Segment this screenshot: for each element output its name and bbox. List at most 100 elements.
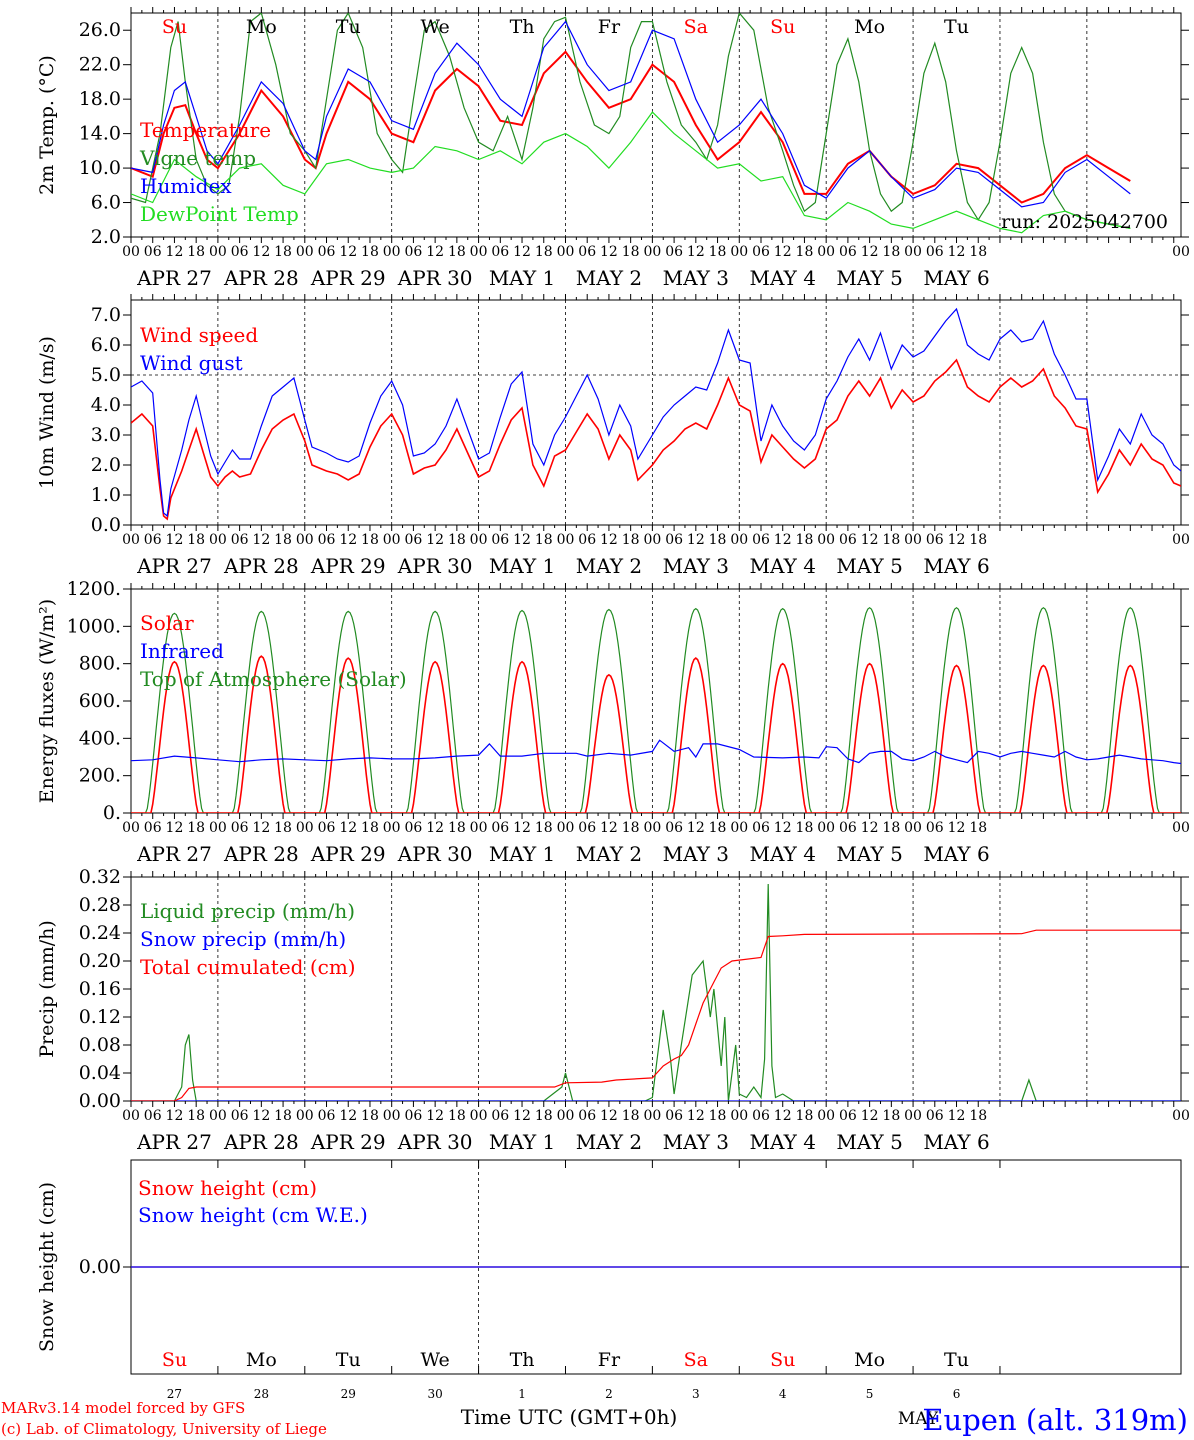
day-name: Fr [598, 1349, 621, 1371]
hour-label: 18 [882, 244, 900, 260]
date-label: APR 29 [310, 842, 386, 866]
y-tick-label: 10.0 [79, 157, 121, 179]
hour-label: 18 [274, 532, 292, 548]
hour-label: 18 [361, 820, 379, 836]
hour-label: 12 [426, 244, 444, 260]
y-axis-label: Snow height (cm) [36, 1182, 58, 1352]
hour-label: 18 [187, 532, 205, 548]
y-tick-label: 0.08 [79, 1034, 121, 1056]
hour-label: 00 [122, 532, 140, 548]
plot-frame [130, 12, 1182, 238]
day-name: Sa [684, 1349, 708, 1371]
date-label: APR 28 [223, 842, 299, 866]
date-label: APR 28 [223, 266, 299, 290]
hour-label: 00 [470, 532, 488, 548]
y-tick-label: 0.12 [79, 1006, 121, 1028]
date-label: MAY 4 [750, 266, 816, 290]
hour-label: 06 [665, 244, 683, 260]
hour-label: 06 [144, 532, 162, 548]
hour-label: 18 [969, 532, 987, 548]
hour-label: 00 [904, 1108, 922, 1124]
legend-entry: Snow height (cm W.E.) [138, 1203, 368, 1227]
series-line [131, 307, 1181, 518]
hour-label: 12 [252, 1108, 270, 1124]
hour-label: 12 [166, 1108, 184, 1124]
series-line [131, 929, 1181, 1101]
legend-entry: Infrared [140, 639, 224, 663]
date-label: MAY 3 [663, 554, 729, 578]
hour-label: 00 [730, 244, 748, 260]
y-tick-label: 1200. [67, 578, 121, 600]
hour-label: 00 [730, 820, 748, 836]
hour-label: 12 [861, 532, 879, 548]
hour-label: 12 [513, 244, 531, 260]
hour-label: 00 [383, 820, 401, 836]
day-name: Mo [246, 1349, 277, 1371]
date-label: MAY 6 [923, 1130, 989, 1154]
y-tick-label: 0. [103, 802, 121, 824]
hour-label: 06 [752, 820, 770, 836]
date-label: APR 27 [136, 554, 212, 578]
hour-label: 12 [948, 1108, 966, 1124]
date-label: MAY 3 [663, 842, 729, 866]
legend-entry: Solar [140, 611, 194, 635]
y-axis-label: 10m Wind (m/s) [36, 336, 58, 489]
hour-label: 12 [774, 820, 792, 836]
y-tick-label: 1.0 [91, 484, 121, 506]
day-name: Tu [944, 16, 969, 38]
hour-label: 00 [730, 1108, 748, 1124]
series-line [131, 13, 1131, 229]
series-line [131, 20, 1131, 208]
panel-wind [123, 294, 1189, 531]
hour-label: 12 [774, 244, 792, 260]
y-axis-label: Energy fluxes (W/m²) [36, 599, 58, 803]
date-label: MAY 2 [576, 1130, 642, 1154]
y-tick-label: 6.0 [91, 192, 121, 214]
month-label: MAY [898, 1409, 939, 1429]
y-tick-label: 800. [79, 653, 121, 675]
y-tick-label: 18.0 [79, 88, 121, 110]
hour-label: 12 [252, 820, 270, 836]
hour-label: 18 [709, 1108, 727, 1124]
hour-label: 00 [296, 532, 314, 548]
day-name: Tu [336, 16, 361, 38]
y-tick-label: 0.24 [79, 922, 121, 944]
hour-label: 12 [513, 1108, 531, 1124]
hour-label: 12 [252, 244, 270, 260]
legend-entry: Humidex [140, 174, 232, 198]
legend-entry: Snow precip (mm/h) [140, 927, 346, 951]
date-label: MAY 1 [489, 266, 555, 290]
hour-label: 18 [882, 820, 900, 836]
y-axis-label: 2m Temp. (°C) [36, 55, 58, 195]
credit-line: MARv3.14 model forced by GFS [1, 1399, 245, 1417]
hour-label: 00 [817, 532, 835, 548]
hour-label: 06 [404, 532, 422, 548]
hour-label: 12 [600, 532, 618, 548]
hour-label: 00 [296, 820, 314, 836]
hour-label: 18 [187, 1108, 205, 1124]
hour-label: 06 [752, 244, 770, 260]
hour-label: 00 [643, 1108, 661, 1124]
hour-label: 06 [578, 1108, 596, 1124]
hour-label: 00 [122, 820, 140, 836]
hour-label: 06 [231, 532, 249, 548]
date-label: APR 27 [136, 1130, 212, 1154]
date-label: APR 27 [136, 266, 212, 290]
y-tick-label: 0.00 [79, 1256, 121, 1278]
hour-label: 12 [426, 820, 444, 836]
hour-label: 18 [709, 244, 727, 260]
date-label: APR 29 [310, 554, 386, 578]
day-name: Su [162, 16, 187, 38]
hour-label: 00 [904, 820, 922, 836]
hour-label: 00 [1172, 244, 1190, 260]
y-tick-label: 14.0 [79, 123, 121, 145]
hour-label: 00 [383, 244, 401, 260]
y-tick-label: 0.0 [91, 514, 121, 536]
date-label: MAY 5 [836, 266, 902, 290]
hour-label: 18 [622, 244, 640, 260]
bottom-day-number: 30 [427, 1387, 442, 1401]
y-tick-label: 0.20 [79, 950, 121, 972]
hour-label: 00 [296, 1108, 314, 1124]
hour-label: 12 [687, 1108, 705, 1124]
hour-label: 06 [839, 244, 857, 260]
